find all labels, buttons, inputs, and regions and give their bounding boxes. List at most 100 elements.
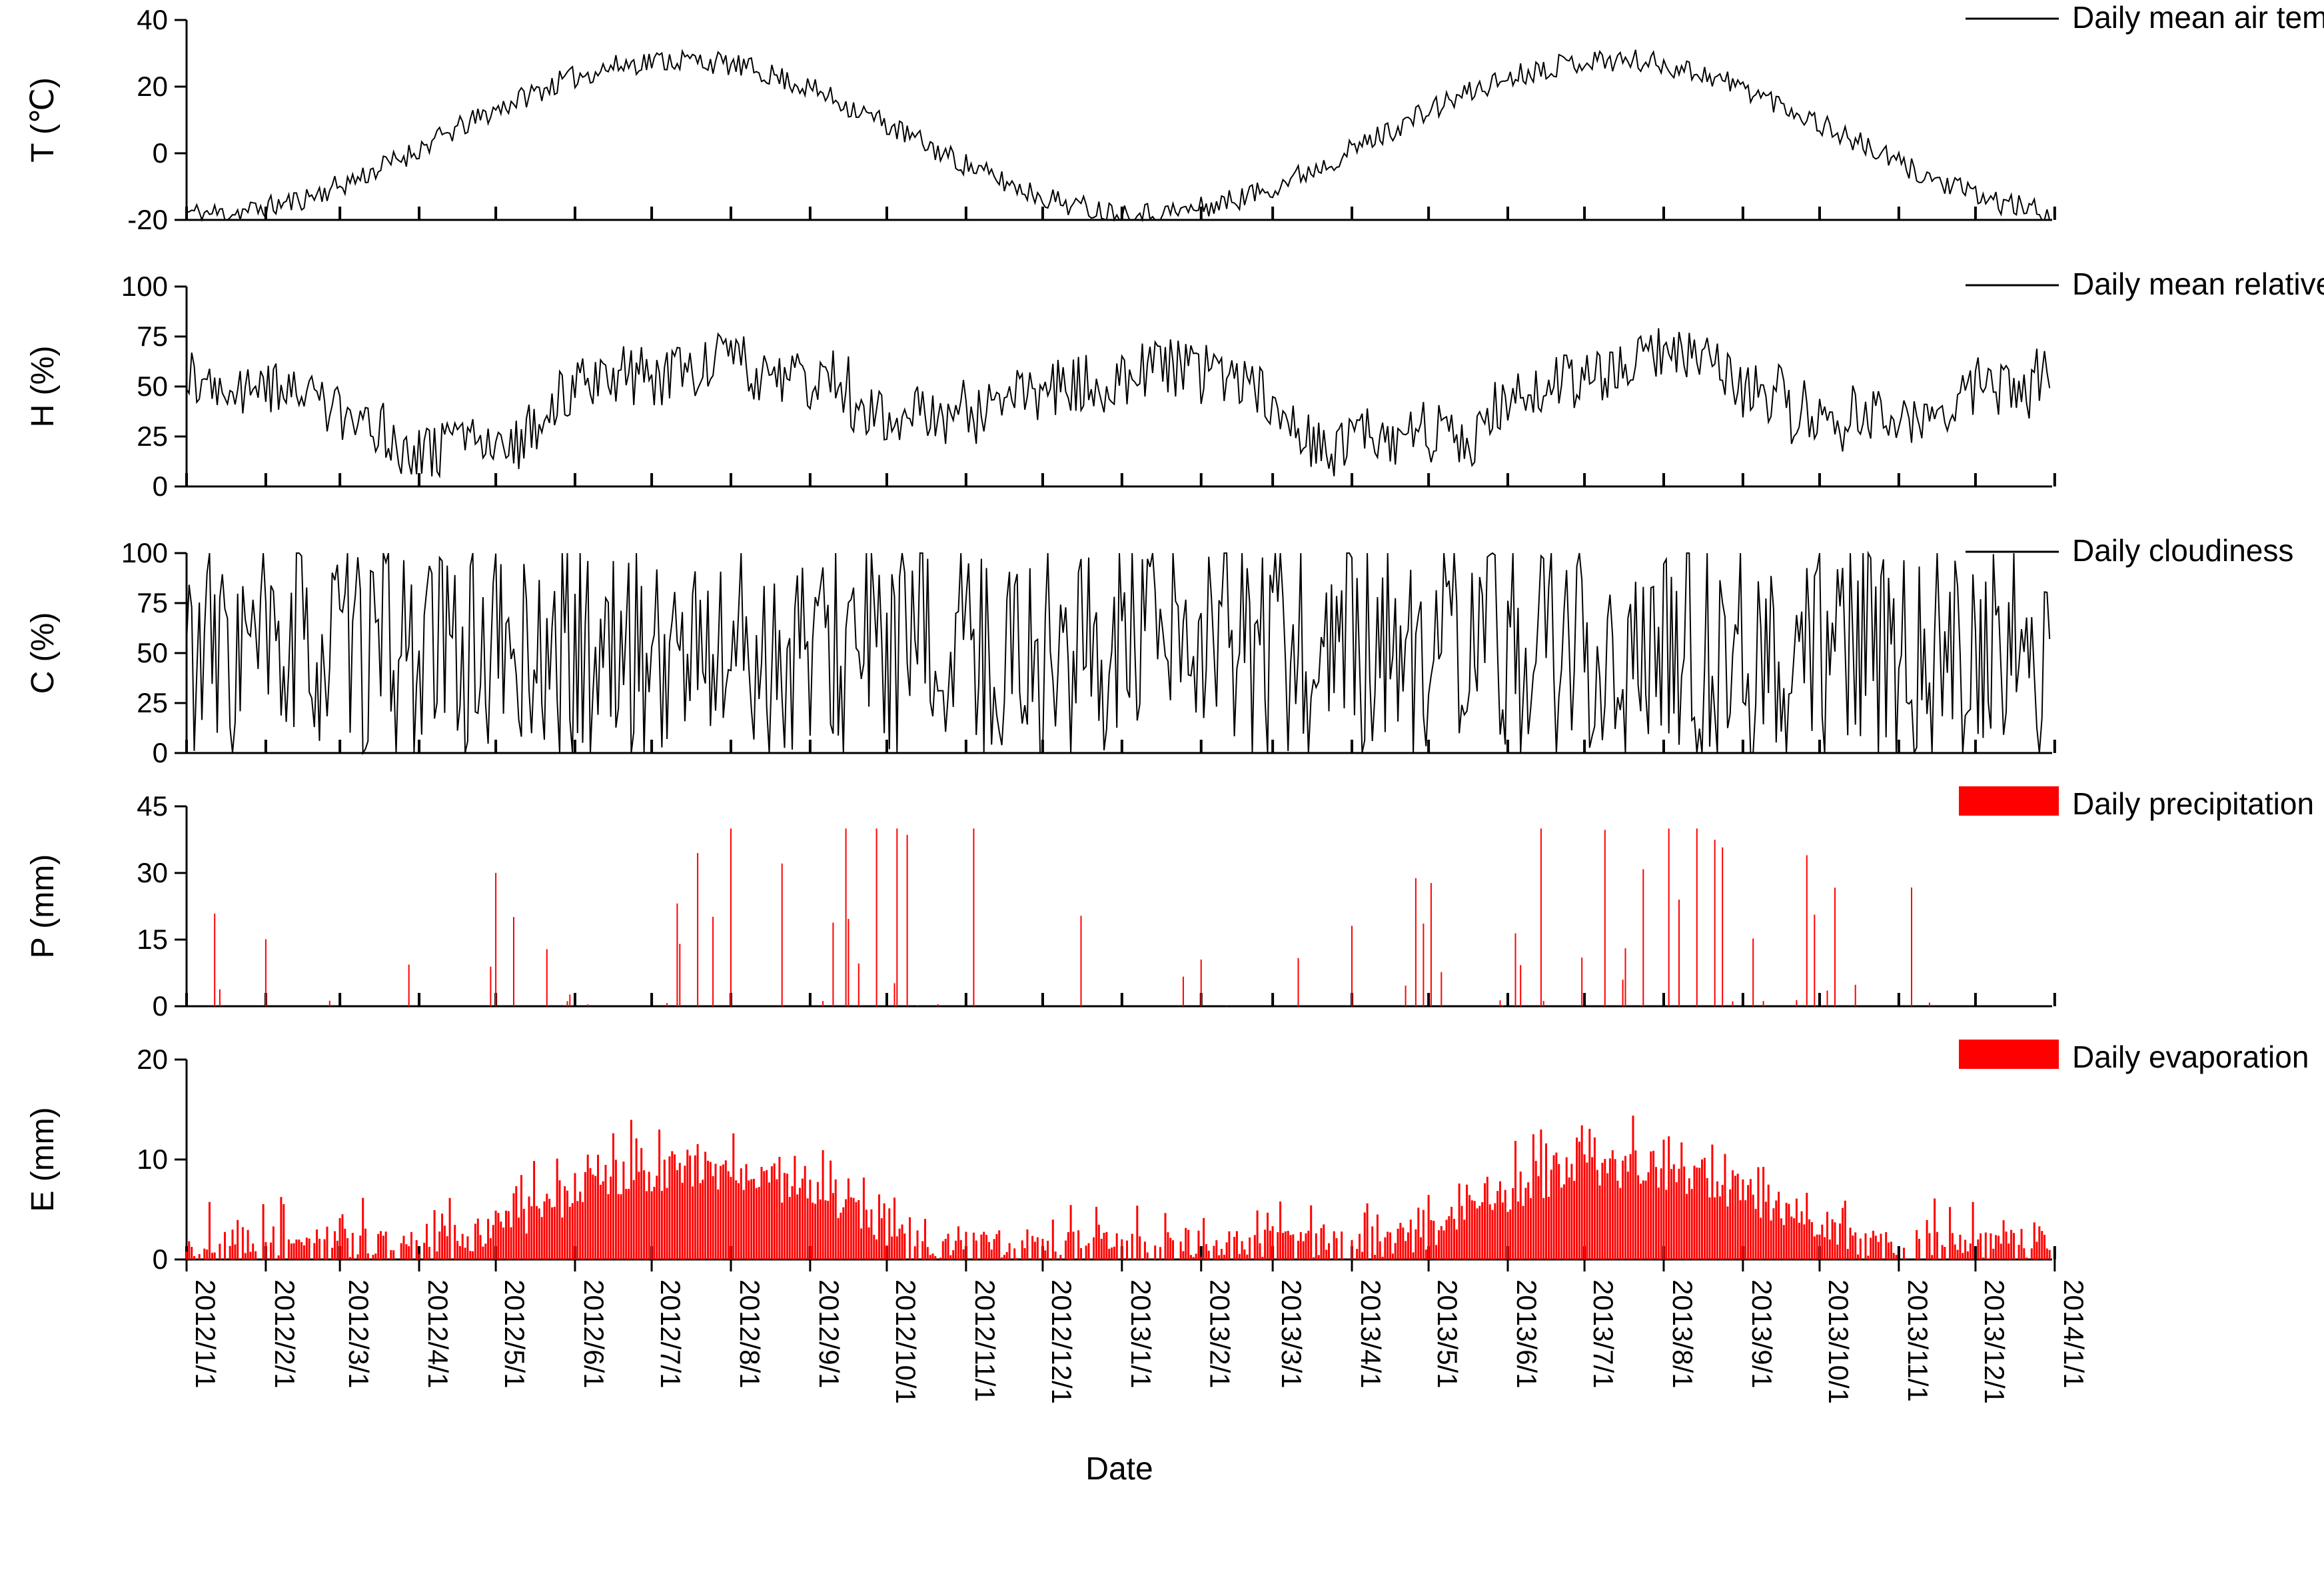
bar-precipitation xyxy=(1668,828,1670,1006)
bar-evaporation xyxy=(436,1251,438,1259)
ytick-label: 100 xyxy=(121,537,168,568)
bar-evaporation xyxy=(364,1229,366,1259)
ytick-label: 50 xyxy=(137,637,168,668)
bar-evaporation xyxy=(564,1186,566,1259)
bar-evaporation xyxy=(1126,1241,1128,1259)
bar-evaporation xyxy=(1037,1237,1039,1259)
bar-evaporation xyxy=(1673,1164,1675,1259)
bar-evaporation xyxy=(237,1220,239,1259)
bar-evaporation xyxy=(679,1163,681,1259)
bar-evaporation xyxy=(352,1233,354,1259)
bar-evaporation xyxy=(756,1188,758,1259)
bar-evaporation xyxy=(1729,1189,1731,1259)
bar-evaporation xyxy=(1272,1226,1274,1259)
bar-evaporation xyxy=(658,1130,660,1259)
bar-evaporation xyxy=(899,1229,901,1259)
bar-evaporation xyxy=(686,1150,688,1259)
bar-evaporation xyxy=(694,1156,696,1259)
bar-evaporation xyxy=(1560,1187,1562,1259)
bar-evaporation xyxy=(1772,1208,1774,1259)
bar-evaporation xyxy=(1704,1158,1706,1259)
bar-evaporation xyxy=(646,1191,648,1260)
bar-evaporation xyxy=(346,1238,348,1259)
bar-evaporation xyxy=(605,1165,607,1259)
bar-evaporation xyxy=(508,1211,510,1259)
bar-evaporation xyxy=(600,1185,602,1259)
bar-evaporation xyxy=(392,1250,394,1259)
bar-evaporation xyxy=(1392,1253,1394,1259)
bar-evaporation xyxy=(1489,1204,1491,1259)
bar-evaporation xyxy=(717,1189,719,1259)
bar-evaporation xyxy=(1778,1191,1780,1259)
ytick-label: 75 xyxy=(137,321,168,352)
bar-evaporation xyxy=(689,1156,691,1259)
bar-evaporation xyxy=(587,1155,589,1259)
bar-evaporation xyxy=(533,1161,535,1259)
bar-evaporation xyxy=(840,1213,842,1259)
bar-evaporation xyxy=(1474,1201,1476,1259)
bar-evaporation xyxy=(835,1180,837,1259)
bar-precipitation xyxy=(1827,991,1828,1007)
bar-evaporation xyxy=(1282,1233,1284,1259)
bar-evaporation xyxy=(1734,1176,1736,1259)
bar-evaporation xyxy=(1292,1234,1294,1259)
bar-evaporation xyxy=(1341,1231,1343,1259)
bar-evaporation xyxy=(441,1213,443,1259)
bar-precipitation xyxy=(896,828,897,1006)
bar-evaporation xyxy=(1420,1237,1422,1259)
bar-evaporation xyxy=(1545,1144,1547,1259)
ytick-label: 45 xyxy=(137,790,168,822)
bar-evaporation xyxy=(1599,1185,1601,1259)
bar-evaporation xyxy=(615,1160,617,1260)
bar-evaporation xyxy=(1453,1219,1455,1259)
ytick-label: 50 xyxy=(137,371,168,402)
bar-evaporation xyxy=(766,1170,768,1259)
bar-evaporation xyxy=(548,1199,550,1259)
bar-evaporation xyxy=(1640,1184,1642,1259)
bar-evaporation xyxy=(1990,1233,1992,1259)
bar-precipitation xyxy=(214,914,215,1006)
bar-evaporation xyxy=(1770,1220,1772,1259)
bar-evaporation xyxy=(1243,1249,1245,1259)
bar-evaporation xyxy=(1458,1184,1460,1259)
bar-evaporation xyxy=(1364,1213,1366,1260)
xtick-label: 2014/1/1 xyxy=(2058,1279,2089,1389)
bar-evaporation xyxy=(234,1244,236,1259)
bar-evaporation xyxy=(763,1171,765,1259)
bar-evaporation xyxy=(768,1182,770,1259)
bar-evaporation xyxy=(812,1203,814,1259)
bar-evaporation xyxy=(1323,1224,1325,1259)
bar-precipitation xyxy=(1183,977,1184,1006)
bar-precipitation xyxy=(567,1001,568,1006)
bar-evaporation xyxy=(1928,1233,1930,1260)
bar-evaporation xyxy=(1016,1258,1018,1259)
bar-evaporation xyxy=(927,1247,929,1259)
bar-precipitation xyxy=(1081,916,1082,1006)
bar-precipitation xyxy=(408,965,410,1007)
bar-evaporation xyxy=(901,1225,903,1260)
bar-evaporation xyxy=(344,1229,346,1259)
bar-evaporation xyxy=(1095,1207,1097,1259)
bar-evaporation xyxy=(1786,1203,1788,1259)
bar-evaporation xyxy=(374,1253,376,1259)
legend-label-evaporation: Daily evaporation xyxy=(2072,1040,2309,1074)
bar-evaporation xyxy=(1555,1153,1557,1259)
bar-evaporation xyxy=(651,1191,653,1259)
bar-evaporation xyxy=(367,1253,369,1259)
bar-evaporation xyxy=(1931,1255,1933,1259)
bar-evaporation xyxy=(824,1200,826,1259)
bar-evaporation xyxy=(1478,1206,1480,1259)
bar-evaporation xyxy=(592,1175,594,1260)
bar-evaporation xyxy=(1980,1233,1982,1259)
bar-evaporation xyxy=(1402,1227,1404,1259)
bar-evaporation xyxy=(740,1168,742,1259)
xtick-label: 2012/6/1 xyxy=(578,1279,610,1389)
bar-evaporation xyxy=(702,1180,704,1259)
bar-evaporation xyxy=(1834,1222,1836,1259)
bar-evaporation xyxy=(873,1235,875,1259)
bar-evaporation xyxy=(1936,1232,1938,1259)
bar-evaporation xyxy=(743,1190,745,1259)
bar-evaporation xyxy=(1435,1245,1437,1259)
ytick-label: 0 xyxy=(153,137,168,169)
bar-evaporation xyxy=(1077,1230,1079,1259)
